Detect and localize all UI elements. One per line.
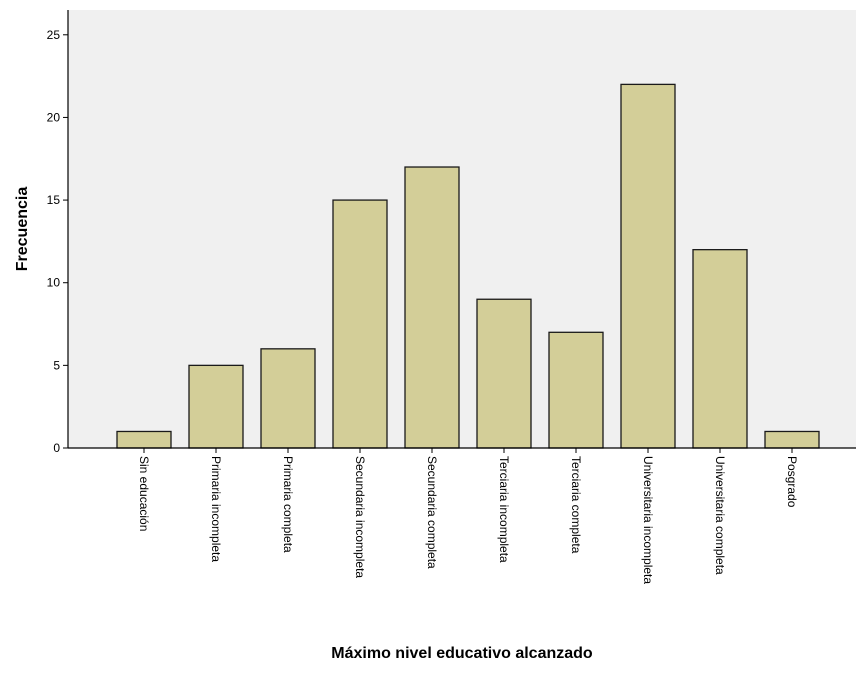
bar: [692, 249, 748, 449]
x-tick-label: Primaria incompleta: [209, 456, 223, 562]
y-tick-label: 10: [47, 276, 61, 290]
y-axis-title: Frecuencia: [14, 187, 31, 272]
x-tick-label: Terciaria incompleta: [497, 456, 511, 563]
bar: [116, 430, 172, 449]
x-tick-label: Primaria completa: [281, 456, 295, 553]
x-tick-label: Posgrado: [785, 456, 799, 508]
x-tick-label: Universitaria incompleta: [641, 456, 655, 584]
bar: [332, 199, 388, 449]
y-axis-ticks: 0 5 10 15 20 25: [47, 28, 68, 455]
y-tick-label: 25: [47, 28, 61, 42]
x-tick-label: Secundaria completa: [425, 456, 439, 569]
bar: [404, 166, 460, 449]
x-axis-title: Máximo nivel educativo alcanzado: [331, 645, 593, 662]
x-tick-label: Sin educación: [137, 456, 151, 531]
x-tick-label: Universitaria completa: [713, 456, 727, 575]
bar: [764, 430, 820, 449]
y-tick-label: 20: [47, 110, 61, 124]
y-tick-label: 15: [47, 193, 61, 207]
bar: [188, 364, 244, 449]
y-tick-label: 0: [53, 441, 60, 455]
x-axis-ticks: Sin educación Primaria incompleta Primaria…: [137, 448, 799, 584]
bar: [548, 331, 604, 449]
bar: [260, 348, 316, 449]
bars: [116, 83, 820, 449]
y-tick-label: 5: [53, 358, 60, 372]
bar: [620, 83, 676, 449]
bar: [476, 298, 532, 449]
x-tick-label: Terciaria completa: [569, 456, 583, 554]
x-tick-label: Secundaria incompleta: [353, 456, 367, 578]
